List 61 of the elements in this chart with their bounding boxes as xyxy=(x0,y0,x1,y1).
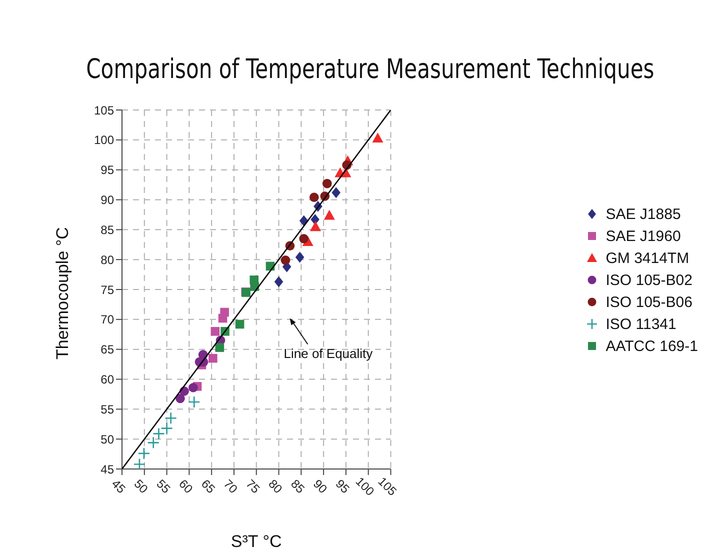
point xyxy=(299,234,309,244)
x-tick-label: 70 xyxy=(220,476,240,496)
x-tick-label: 55 xyxy=(154,476,174,496)
point xyxy=(208,354,218,363)
legend-label: AATCC 169-1 xyxy=(606,338,698,354)
legend-label: ISO 11341 xyxy=(606,316,676,332)
x-tick-label: 65 xyxy=(198,476,218,496)
x-tick-label: 85 xyxy=(288,476,308,496)
point xyxy=(164,412,177,424)
y-tick-label: 65 xyxy=(100,342,114,357)
x-tick-label: 75 xyxy=(243,476,263,496)
x-tick-label: 50 xyxy=(131,476,151,496)
y-tick-label: 105 xyxy=(94,103,114,118)
y-tick-label: 50 xyxy=(100,432,114,446)
y-tick-label: 75 xyxy=(100,282,114,297)
y-tick-label: 85 xyxy=(100,222,114,237)
y-tick-label: 45 xyxy=(100,462,114,476)
y-tick-label: 70 xyxy=(100,312,114,327)
point xyxy=(188,382,198,392)
point xyxy=(235,320,244,329)
point xyxy=(280,256,290,265)
legend-label: ISO 105-B06 xyxy=(606,294,692,310)
chart-title: Comparison of Temperature Measurement Techniques xyxy=(86,54,654,85)
legend-label: SAE J1960 xyxy=(606,228,681,244)
point xyxy=(160,422,173,434)
point xyxy=(332,187,340,198)
y-tick-label: 100 xyxy=(94,133,114,148)
point xyxy=(324,210,335,220)
y-tick-label: 60 xyxy=(100,372,114,387)
point xyxy=(210,326,220,336)
point xyxy=(133,458,146,469)
y-tick-label: 55 xyxy=(100,402,114,416)
x-tick-label: 100 xyxy=(352,474,378,499)
point xyxy=(372,132,384,143)
point xyxy=(310,214,320,225)
legend-label: SAE J1885 xyxy=(606,206,681,222)
x-tick-label: 90 xyxy=(310,476,330,496)
point xyxy=(310,221,321,232)
y-axis-title: Thermocouple °C xyxy=(53,227,72,360)
point xyxy=(215,343,224,352)
legend-label: ISO 105-B02 xyxy=(606,272,692,288)
x-tick-label: 95 xyxy=(332,476,352,496)
y-tick-label: 80 xyxy=(100,252,114,267)
x-tick-label: 105 xyxy=(375,474,400,499)
point xyxy=(274,276,284,288)
point xyxy=(295,252,304,263)
point xyxy=(309,192,319,202)
y-tick-label: 95 xyxy=(100,163,114,178)
point xyxy=(138,447,150,460)
annotation: Line of Equality xyxy=(284,346,374,362)
point xyxy=(147,436,160,449)
point xyxy=(176,394,185,404)
legend-label: GM 3414TM xyxy=(606,250,690,266)
point xyxy=(218,314,228,323)
point xyxy=(322,178,332,188)
x-tick-label: 80 xyxy=(266,476,286,496)
point xyxy=(152,428,165,440)
x-axis-title: S³T °C xyxy=(230,532,282,551)
x-tick-label: 60 xyxy=(176,476,196,496)
y-tick-label: 90 xyxy=(100,193,114,208)
point xyxy=(188,396,200,408)
